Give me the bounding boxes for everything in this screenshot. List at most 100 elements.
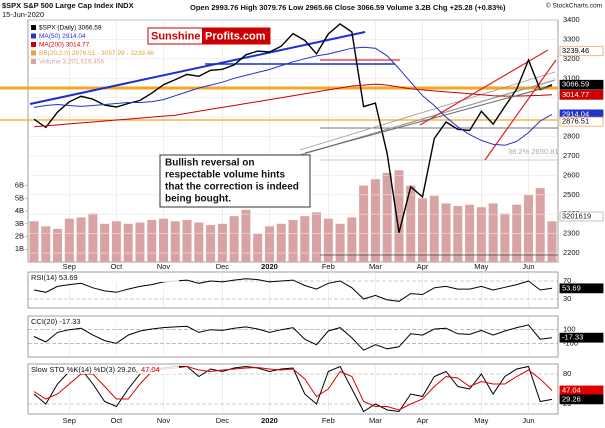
volume-bar — [159, 218, 168, 262]
panel-frame — [27, 271, 559, 309]
value-tag — [559, 283, 604, 294]
series-line — [33, 365, 553, 411]
volume-bar — [453, 205, 463, 262]
legend-swatch — [31, 50, 36, 56]
volume-bar — [76, 217, 86, 262]
value-tag — [559, 89, 604, 100]
volume-bar — [276, 223, 286, 262]
volume-bar — [382, 172, 392, 262]
volume-bar — [547, 221, 557, 262]
volume-bar — [264, 226, 274, 262]
date: 15-Jun-2020 — [2, 10, 44, 19]
value-tag — [559, 46, 604, 57]
volume-bar — [370, 179, 380, 262]
y-tick-label: 2700 — [563, 151, 580, 160]
legend-swatch — [31, 42, 36, 47]
legend-label: MA(50) 2914.04 — [39, 33, 86, 40]
legend-label: BB(20,2.0) 2876.51 - 3057.99 - 3239.46 — [39, 50, 154, 57]
volume-bar — [182, 219, 192, 262]
value-tag-label: 3066.59 — [562, 80, 589, 89]
volume-bar — [100, 223, 110, 262]
annotation-text: respectable volume hints — [165, 170, 285, 181]
value-tag — [559, 79, 604, 90]
volume-bar — [288, 219, 298, 262]
volume-bar — [347, 217, 357, 262]
volume-bar — [488, 203, 498, 262]
volume-bar — [535, 188, 545, 262]
volume-tick-label: 2B — [15, 232, 24, 241]
annotation-text: that the correction is indeed — [165, 182, 299, 193]
volume-bar — [135, 222, 145, 262]
y-tick-label: 2600 — [563, 170, 580, 179]
y-tick-label: 100 — [563, 325, 576, 334]
series-line — [33, 365, 553, 413]
annotation-text: being bought. — [165, 194, 231, 205]
series-line — [33, 324, 553, 351]
x-tick-label: Oct — [111, 416, 124, 425]
x-tick-label: Mar — [369, 262, 382, 271]
trend-line — [299, 71, 556, 151]
trend-line — [484, 59, 557, 161]
legend-label: $SPX (Daily) 3066.59 — [39, 25, 102, 32]
value-tag — [559, 332, 604, 343]
x-tick-label: 2020 — [261, 262, 278, 271]
y-tick-label: 3400 — [563, 15, 580, 24]
legend-swatch — [31, 33, 36, 39]
logo-text: Sunshine — [151, 30, 201, 42]
symbol: $SPX S&P 500 Large Cap Index INDX — [2, 1, 134, 10]
value-tag-label: 2914.04 — [562, 109, 589, 118]
x-tick-label: Sep — [63, 262, 76, 271]
panel-title-extra: 47.04 — [141, 365, 160, 374]
volume-bar — [53, 228, 63, 262]
y-tick-label: -100 — [563, 338, 578, 347]
value-tag-label: -17.33 — [562, 333, 583, 342]
panel-title-bg — [29, 317, 179, 326]
volume-bar — [406, 185, 416, 262]
logo-text: Profits.com — [205, 30, 266, 42]
volume-bar — [418, 198, 427, 262]
panel-title: RSI(14) 53.69 — [31, 273, 78, 282]
volume-tick-label: 5B — [15, 193, 24, 202]
x-tick-label: Apr — [417, 416, 429, 425]
legend-swatch — [31, 25, 36, 30]
volume-bar — [217, 223, 227, 262]
volume-bar — [441, 203, 451, 262]
x-tick-label: Mar — [369, 416, 382, 425]
volume-bar — [500, 213, 510, 262]
volume-bar — [64, 218, 74, 262]
y-tick-label: 2300 — [563, 229, 580, 238]
volume-bar — [41, 226, 51, 262]
volume-bar — [194, 222, 204, 262]
fib-label: 38.2% 2650.81 — [508, 147, 558, 156]
x-tick-label: Nov — [157, 416, 171, 425]
y-tick-label: 3300 — [563, 34, 580, 43]
series-line — [33, 83, 553, 128]
legend-label: MA(200) 3014.77 — [39, 42, 90, 49]
panel-frame — [27, 363, 559, 415]
y-tick-label: 2200 — [563, 248, 580, 257]
volume-bar — [429, 195, 439, 262]
series-line — [33, 278, 553, 302]
volume-bar — [523, 194, 533, 262]
value-tag — [559, 116, 604, 127]
x-tick-label: Jun — [522, 262, 534, 271]
series-line — [33, 46, 553, 146]
volume-bar — [88, 213, 98, 262]
x-tick-label: Sep — [63, 416, 76, 425]
x-tick-label: Oct — [111, 262, 124, 271]
volume-bar — [229, 216, 239, 262]
volume-bar — [359, 185, 369, 262]
volume-tick-label: 6B — [15, 181, 24, 190]
x-tick-label: 2020 — [261, 416, 278, 425]
quote: Open 2993.76 High 3079.76 Low 2965.66 Cl… — [190, 3, 506, 12]
panel-title-bg — [29, 273, 179, 282]
legend-swatch — [31, 59, 36, 64]
y-tick-label: 30 — [563, 294, 571, 303]
volume-tick-label: 4B — [15, 206, 24, 215]
volume-tag-label: 3201619 — [562, 211, 591, 220]
series-line — [33, 23, 553, 233]
volume-tag — [559, 211, 604, 222]
volume-bar — [170, 221, 180, 262]
source: © StockCharts.com — [546, 2, 602, 10]
